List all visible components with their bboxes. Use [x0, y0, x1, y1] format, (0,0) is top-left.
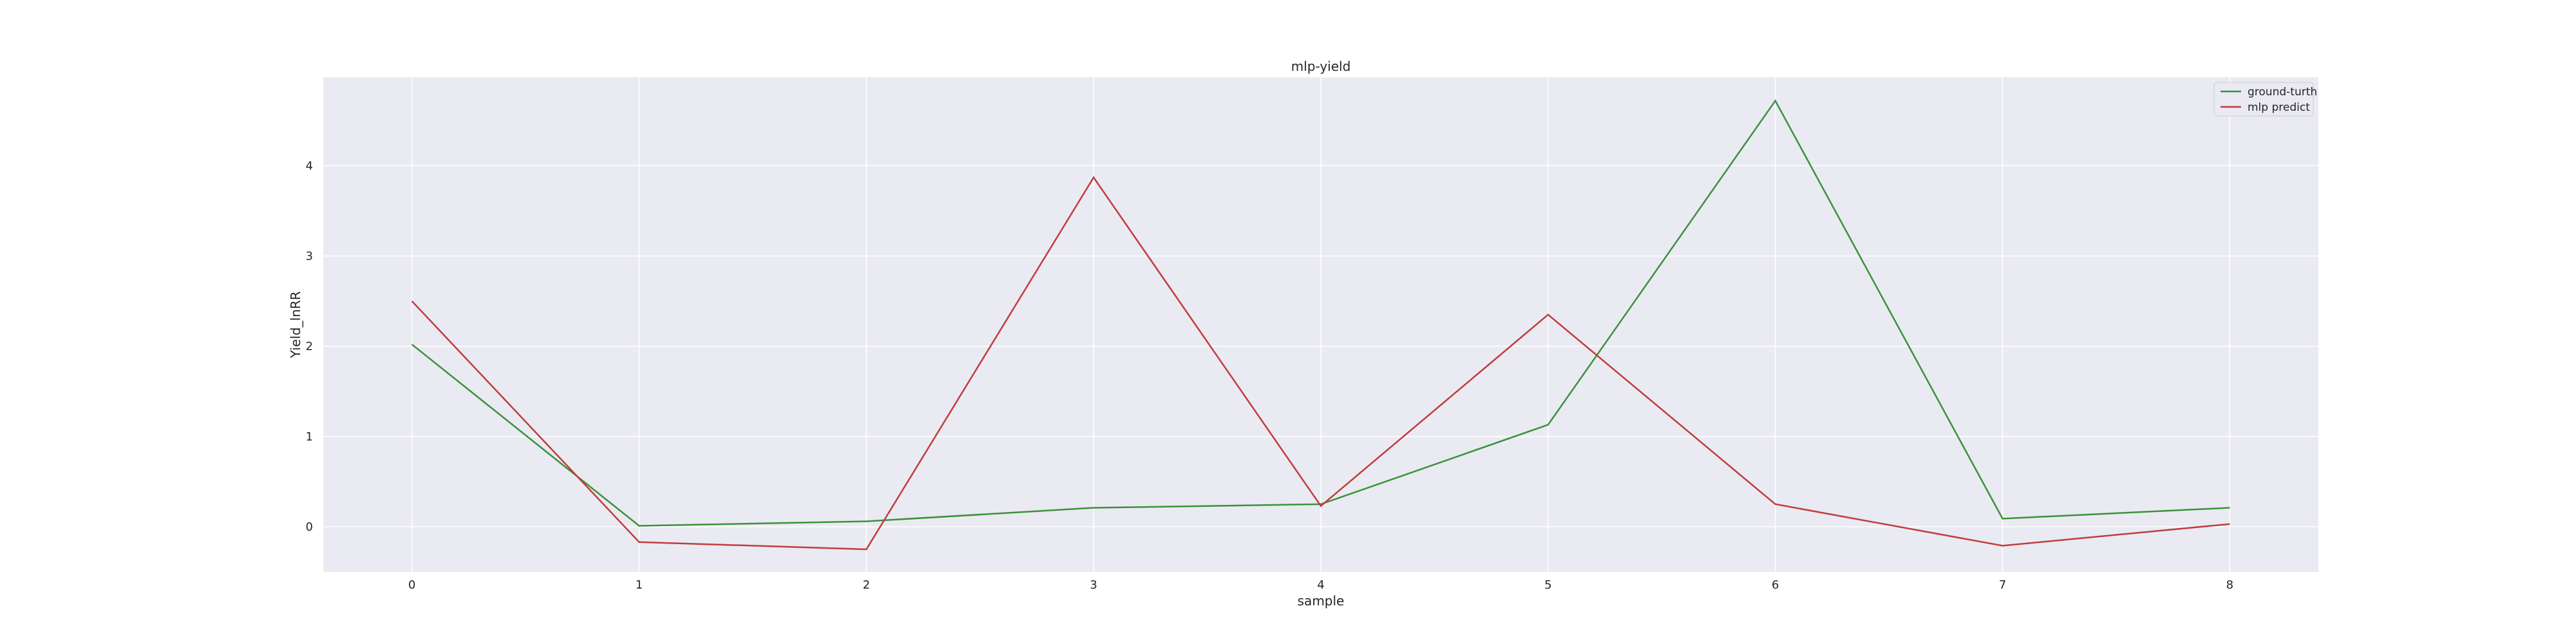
- series-lines: [411, 99, 2230, 551]
- series-line-mlp-predict: [411, 176, 2230, 551]
- series-line-ground-turth: [411, 99, 2230, 527]
- y-tick-label: 1: [306, 430, 313, 444]
- y-tick-label: 0: [306, 520, 313, 534]
- y-tick-label: 2: [306, 340, 313, 354]
- x-tick-label: 1: [636, 578, 643, 592]
- y-tick-label: 4: [306, 159, 313, 173]
- grid-lines: [323, 77, 2318, 572]
- x-tick-label: 7: [1999, 578, 2006, 592]
- legend: ground-turth mlp predict: [2213, 82, 2317, 117]
- x-tick-label: 4: [1317, 578, 1324, 592]
- y-axis-label: Yield_lnRR: [288, 291, 303, 359]
- chart-title: mlp-yield: [1291, 59, 1351, 74]
- x-tick-label: 3: [1090, 578, 1097, 592]
- legend-label: ground-turth: [2248, 86, 2317, 99]
- x-tick-label: 8: [2226, 578, 2233, 592]
- x-axis-label: sample: [1298, 593, 1345, 609]
- legend-label: mlp predict: [2248, 101, 2310, 114]
- x-tick-label: 0: [408, 578, 415, 592]
- x-tick-label: 2: [863, 578, 870, 592]
- y-axis-ticks: 0 1 2 3 4: [306, 159, 313, 534]
- x-tick-label: 6: [1772, 578, 1779, 592]
- x-tick-label: 5: [1544, 578, 1551, 592]
- x-axis-ticks: 0 1 2 3 4 5 6 7 8: [408, 578, 2233, 592]
- y-tick-label: 3: [306, 249, 313, 263]
